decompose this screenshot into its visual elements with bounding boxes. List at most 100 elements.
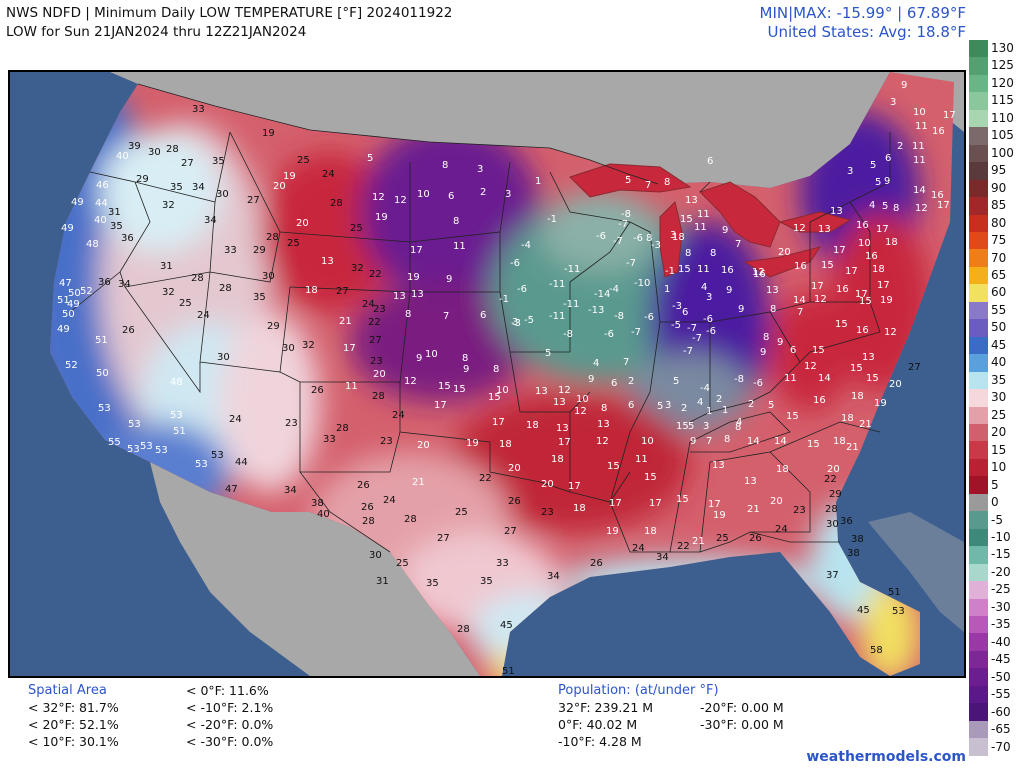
map-value-label: 16 bbox=[865, 251, 878, 262]
map-value-label: 12 bbox=[372, 192, 385, 203]
map-value-label: -11 bbox=[549, 311, 565, 322]
scale-color-swatch bbox=[969, 109, 988, 128]
map-value-label: 9 bbox=[884, 176, 890, 187]
map-value-label: 25 bbox=[350, 223, 363, 234]
minmax-readout: MIN|MAX: -15.99° | 67.89°F bbox=[759, 4, 966, 22]
map-value-label: 34 bbox=[118, 279, 131, 290]
map-value-label: 20 bbox=[296, 218, 309, 229]
map-value-label: 3 bbox=[890, 97, 896, 108]
map-value-label: -6 bbox=[517, 284, 527, 295]
map-value-label: 24 bbox=[383, 495, 396, 506]
map-value-label: 22 bbox=[824, 474, 837, 485]
map-value-label: 11 bbox=[697, 264, 710, 275]
map-value-label: 22 bbox=[368, 317, 381, 328]
map-value-label: 8 bbox=[724, 434, 730, 445]
map-value-label: 5 bbox=[367, 153, 373, 164]
scale-color-swatch bbox=[969, 546, 988, 564]
map-value-label: -10 bbox=[634, 278, 650, 289]
map-value-label: 2 bbox=[681, 403, 687, 414]
map-value-label: 14 bbox=[793, 295, 806, 306]
canada-land bbox=[110, 72, 964, 188]
map-value-label: 2 bbox=[897, 141, 903, 152]
map-value-label: 30 bbox=[148, 147, 161, 158]
scale-tick-label: 70 bbox=[991, 250, 1007, 265]
map-value-label: 10 bbox=[417, 189, 430, 200]
scale-tick-label: 0 bbox=[991, 495, 999, 510]
map-value-label: 17 bbox=[434, 400, 447, 411]
map-value-label: 27 bbox=[181, 158, 194, 169]
scale-color-swatch bbox=[969, 40, 988, 58]
map-value-label: 26 bbox=[590, 558, 603, 569]
map-value-label: 11 bbox=[697, 209, 710, 220]
map-value-label: 15 bbox=[644, 472, 657, 483]
bahamas-area bbox=[868, 512, 964, 632]
map-value-label: 28 bbox=[372, 391, 385, 402]
average-readout: United States: Avg: 18.8°F bbox=[767, 23, 966, 41]
scale-color-swatch bbox=[969, 319, 988, 337]
map-value-label: -7 bbox=[613, 236, 623, 247]
map-value-label: 19 bbox=[283, 171, 296, 182]
map-value-label: 58 bbox=[870, 645, 883, 656]
map-value-label: 26 bbox=[311, 385, 324, 396]
header-right: MIN|MAX: -15.99° | 67.89°F United States… bbox=[760, 4, 966, 42]
map-value-label: 10 bbox=[641, 436, 654, 447]
map-value-label: 17 bbox=[492, 417, 505, 428]
map-value-label: 30 bbox=[216, 189, 229, 200]
scale-tick-label: 60 bbox=[991, 285, 1007, 300]
scale-tick-label: 15 bbox=[991, 442, 1007, 457]
scale-tick-label: 120 bbox=[991, 75, 1014, 90]
map-value-label: 20 bbox=[778, 247, 791, 258]
population-stats-2: -20°F: 0.00 M -30°F: 0.00 M bbox=[700, 699, 784, 733]
map-value-label: 3 bbox=[477, 164, 483, 175]
temperature-map: 33 19 25 24 5 8 3 1 40 39 30 28 27 35 29 46 35 34 30 32 34 31… bbox=[8, 70, 966, 678]
map-value-label: 3 bbox=[847, 166, 853, 177]
map-value-label: 11 bbox=[694, 222, 707, 233]
map-value-label: 20 bbox=[273, 181, 286, 192]
map-value-label: 20 bbox=[417, 440, 430, 451]
scale-color-swatch bbox=[969, 685, 988, 704]
map-value-label: 18 bbox=[841, 413, 854, 424]
map-value-label: 40 bbox=[94, 215, 107, 226]
map-value-label: 9 bbox=[416, 353, 422, 364]
map-value-label: 8 bbox=[735, 422, 741, 433]
scale-tick-label: 40 bbox=[991, 355, 1007, 370]
map-value-label: 9 bbox=[463, 364, 469, 375]
scale-tick-label: 115 bbox=[991, 93, 1014, 108]
map-value-label: -11 bbox=[563, 299, 579, 310]
scale-color-swatch bbox=[969, 266, 988, 285]
map-value-label: 49 bbox=[61, 223, 74, 234]
map-value-label: 7 bbox=[623, 357, 629, 368]
map-value-label: 15 bbox=[835, 319, 848, 330]
map-value-label: 29 bbox=[267, 321, 280, 332]
scale-color-swatch bbox=[969, 336, 988, 355]
map-value-label: 5 bbox=[625, 175, 631, 186]
map-value-label: -1 bbox=[665, 266, 675, 277]
map-value-label: 13 bbox=[685, 195, 698, 206]
map-value-label: 13 bbox=[535, 386, 548, 397]
map-value-label: 25 bbox=[297, 155, 310, 166]
map-value-label: 25 bbox=[179, 298, 192, 309]
map-value-label: 24 bbox=[362, 299, 375, 310]
map-value-label: 15 bbox=[676, 421, 689, 432]
stat-ltm30: < -30°F: 0.0% bbox=[186, 734, 274, 749]
map-value-label: 10 bbox=[858, 238, 871, 249]
map-value-label: 35 bbox=[253, 292, 266, 303]
map-value-label: 33 bbox=[323, 434, 336, 445]
map-value-label: 38 bbox=[311, 498, 324, 509]
state-borders bbox=[69, 83, 891, 553]
map-value-label: 23 bbox=[285, 418, 298, 429]
map-value-label: 6 bbox=[885, 153, 891, 164]
map-value-label: 28 bbox=[457, 624, 470, 635]
map-value-label: -1 bbox=[499, 294, 509, 305]
map-value-label: 9 bbox=[760, 347, 766, 358]
map-value-label: 16 bbox=[856, 220, 869, 231]
credit-link[interactable]: weathermodels.com bbox=[806, 749, 966, 765]
scale-tick-label: -50 bbox=[991, 669, 1011, 684]
map-value-label: -7 bbox=[626, 258, 636, 269]
map-value-label: 6 bbox=[707, 156, 713, 167]
map-value-label: -13 bbox=[588, 305, 604, 316]
map-value-label: 47 bbox=[59, 278, 72, 289]
scale-tick-label: 65 bbox=[991, 268, 1007, 283]
map-value-label: 50 bbox=[96, 368, 109, 379]
map-value-label: 16 bbox=[931, 190, 944, 201]
